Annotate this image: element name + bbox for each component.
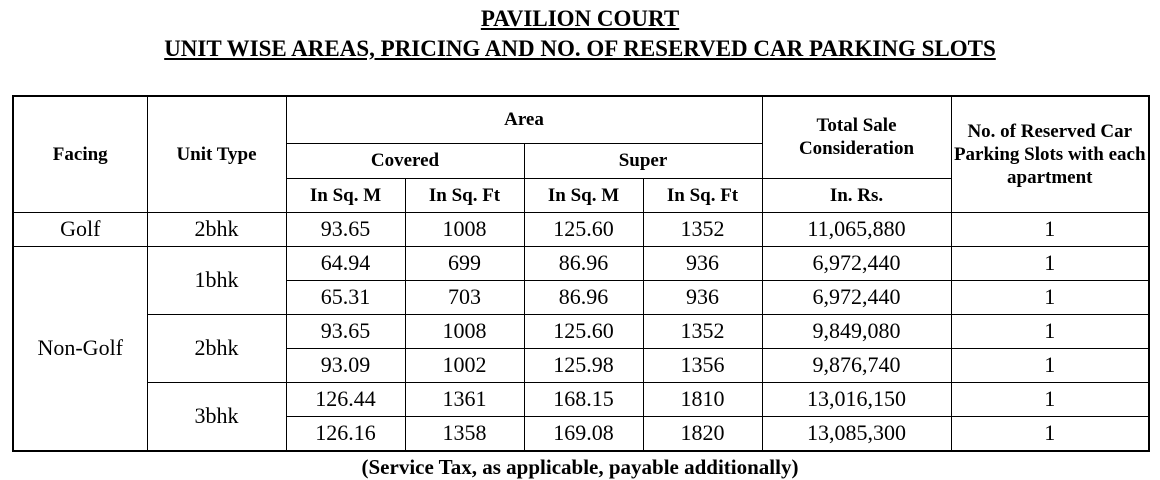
table-body: Golf 2bhk 93.65 1008 125.60 1352 11,065,880 1 No… <box>12 211 1150 451</box>
data-cell: 1 <box>950 211 1150 247</box>
table-row: 93.09 1002 125.98 1356 9,876,740 1 <box>13 347 1150 383</box>
header-cell: Total Sale Consideration <box>761 95 952 179</box>
header-cell: In Sq. M <box>285 177 406 213</box>
header-cell: In Sq. Ft <box>404 177 525 213</box>
data-cell: 13,085,300 <box>761 415 952 451</box>
data-cell: 1361 <box>404 381 525 417</box>
data-cell: 93.65 <box>285 313 406 349</box>
data-cell: 1008 <box>404 211 525 247</box>
data-cell: 1 <box>950 279 1150 315</box>
header-cell: Covered <box>285 142 525 179</box>
data-cell: 703 <box>404 279 525 315</box>
data-cell: 1 <box>950 381 1150 417</box>
header-cell: Facing <box>12 95 148 213</box>
header-cell: Area <box>285 95 763 144</box>
data-cell: 1 <box>950 245 1150 281</box>
table-row: Non-Golf 1bhk 64.94 699 86.96 936 6,972,440 1 <box>12 245 1150 451</box>
header-cell: In Sq. Ft <box>642 177 763 213</box>
header-cell: In. Rs. <box>761 177 952 213</box>
header-cell: In Sq. M <box>523 177 644 213</box>
table-row: 3bhk 126.44 1361 168.15 1810 13,016,150 1 <box>13 381 1150 451</box>
data-cell: 9,876,740 <box>761 347 952 383</box>
header-cell: Unit Type <box>146 95 287 213</box>
subtitle: UNIT WISE AREAS, PRICING AND NO. OF RESE… <box>164 36 996 61</box>
footer-note: (Service Tax, as applicable, payable add… <box>361 455 799 479</box>
data-cell: 86.96 <box>523 279 644 315</box>
data-cell: 1 <box>950 347 1150 383</box>
data-cell: 936 <box>642 279 763 315</box>
data-cell: 699 <box>404 245 525 281</box>
data-cell: 169.08 <box>523 415 644 451</box>
data-cell: 936 <box>642 245 763 281</box>
data-cell: 65.31 <box>285 279 406 315</box>
data-cell: 1810 <box>642 381 763 417</box>
header-cell: Super <box>523 142 763 179</box>
data-cell: 125.60 <box>523 211 644 247</box>
title: PAVILION COURT <box>480 6 680 31</box>
data-cell: 64.94 <box>285 245 406 281</box>
data-cell: 93.09 <box>285 347 406 383</box>
table-row: 2bhk 93.65 1008 125.60 1352 9,849,080 1 <box>13 313 1150 383</box>
data-cell: 1 <box>950 415 1150 451</box>
facing-cell: Non-Golf <box>12 245 148 451</box>
data-cell: 11,065,880 <box>761 211 952 247</box>
unit-type-cell: 1bhk <box>146 245 287 315</box>
pricing-table: Facing Unit Type Area Total Sale Conside… <box>12 95 1150 452</box>
data-cell: 1358 <box>404 415 525 451</box>
data-cell: 1002 <box>404 347 525 383</box>
data-cell: 168.15 <box>523 381 644 417</box>
facing-cell: Golf <box>12 211 148 247</box>
data-cell: 126.44 <box>285 381 406 417</box>
data-cell: 1352 <box>642 211 763 247</box>
data-cell: 6,972,440 <box>761 279 952 315</box>
data-cell: 125.60 <box>523 313 644 349</box>
data-cell: 13,016,150 <box>761 381 952 417</box>
data-cell: 1352 <box>642 313 763 349</box>
unit-type-cell: 2bhk <box>146 211 287 247</box>
data-cell: 9,849,080 <box>761 313 952 349</box>
data-cell: 1008 <box>404 313 525 349</box>
data-cell: 1356 <box>642 347 763 383</box>
data-cell: 1820 <box>642 415 763 451</box>
unit-type-cell: 2bhk <box>146 313 287 383</box>
unit-type-cell: 3bhk <box>146 381 287 451</box>
data-cell: 1 <box>950 313 1150 349</box>
data-cell: 126.16 <box>285 415 406 451</box>
data-cell: 93.65 <box>285 211 406 247</box>
header-cell: No. of Reserved Car Parking Slots with e… <box>950 95 1150 213</box>
data-cell: 6,972,440 <box>761 245 952 281</box>
data-cell: 125.98 <box>523 347 644 383</box>
table-row: Golf 2bhk 93.65 1008 125.60 1352 11,065,880 1 <box>12 211 1150 247</box>
table-row: 126.16 1358 169.08 1820 13,085,300 1 <box>13 415 1150 451</box>
data-cell: 86.96 <box>523 245 644 281</box>
